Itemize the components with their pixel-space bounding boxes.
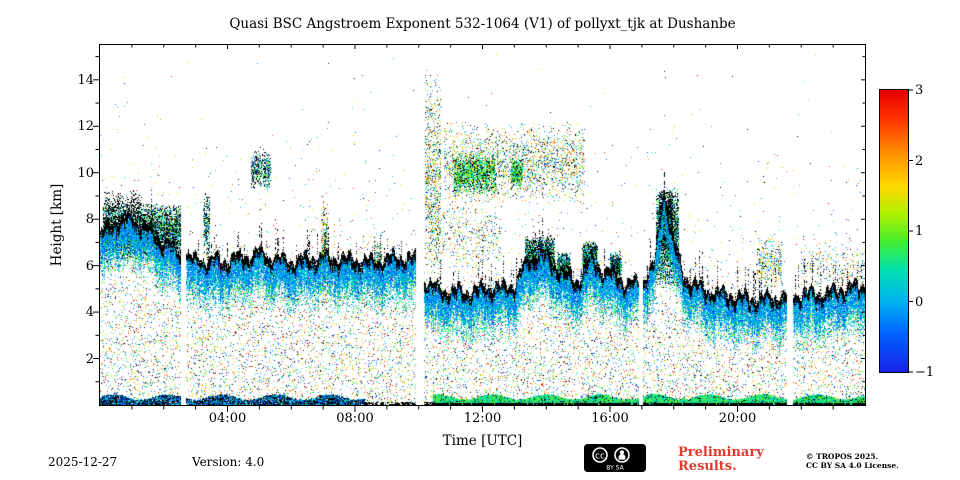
preliminary-results-notice: Preliminary Results. <box>678 446 764 474</box>
y-tick-label: 4 <box>85 305 94 321</box>
cc-by-sa-icon: cc BY SA <box>584 444 646 472</box>
colorbar-tick-label: 3 <box>915 83 924 98</box>
copyright-line2: CC BY SA 4.0 License. <box>806 461 899 470</box>
colorbar-tick-label: 1 <box>915 224 924 239</box>
copyright-notice: © TROPOS 2025. CC BY SA 4.0 License. <box>806 452 899 470</box>
colorbar-tick-label: 2 <box>915 153 924 169</box>
y-tick-label: 14 <box>77 72 94 88</box>
cc-license-badge: cc BY SA <box>584 444 646 476</box>
colorbar <box>879 89 909 373</box>
cc-text: cc <box>595 452 605 462</box>
x-tick-label: 08:00 <box>336 411 374 426</box>
y-tick-label: 10 <box>77 165 94 181</box>
version-label: Version: 4.0 <box>192 455 265 469</box>
heatmap-canvas <box>100 45 865 405</box>
colorbar-tick-label: 0 <box>915 294 924 310</box>
y-tick-label: 6 <box>85 258 94 274</box>
y-tick-label: 2 <box>85 351 94 367</box>
measurement-date: 2025-12-27 <box>48 455 118 469</box>
by-sa-text: BY SA <box>606 465 624 472</box>
chart-title: Quasi BSC Angstroem Exponent 532-1064 (V… <box>229 16 736 32</box>
x-axis-label: Time [UTC] <box>442 433 523 449</box>
preliminary-line2: Results. <box>678 459 737 474</box>
y-tick-label: 8 <box>85 212 94 228</box>
colorbar-tick-label: −1 <box>915 365 935 380</box>
preliminary-line1: Preliminary <box>678 445 764 460</box>
x-tick-label: 12:00 <box>463 411 502 426</box>
colorbar-gradient <box>880 90 908 372</box>
x-tick-label: 16:00 <box>591 411 629 426</box>
x-tick-label: 20:00 <box>718 411 757 426</box>
x-tick-label: 04:00 <box>208 411 247 426</box>
copyright-line1: © TROPOS 2025. <box>806 452 879 461</box>
y-tick-label: 12 <box>77 119 94 135</box>
plot-area <box>99 44 866 406</box>
